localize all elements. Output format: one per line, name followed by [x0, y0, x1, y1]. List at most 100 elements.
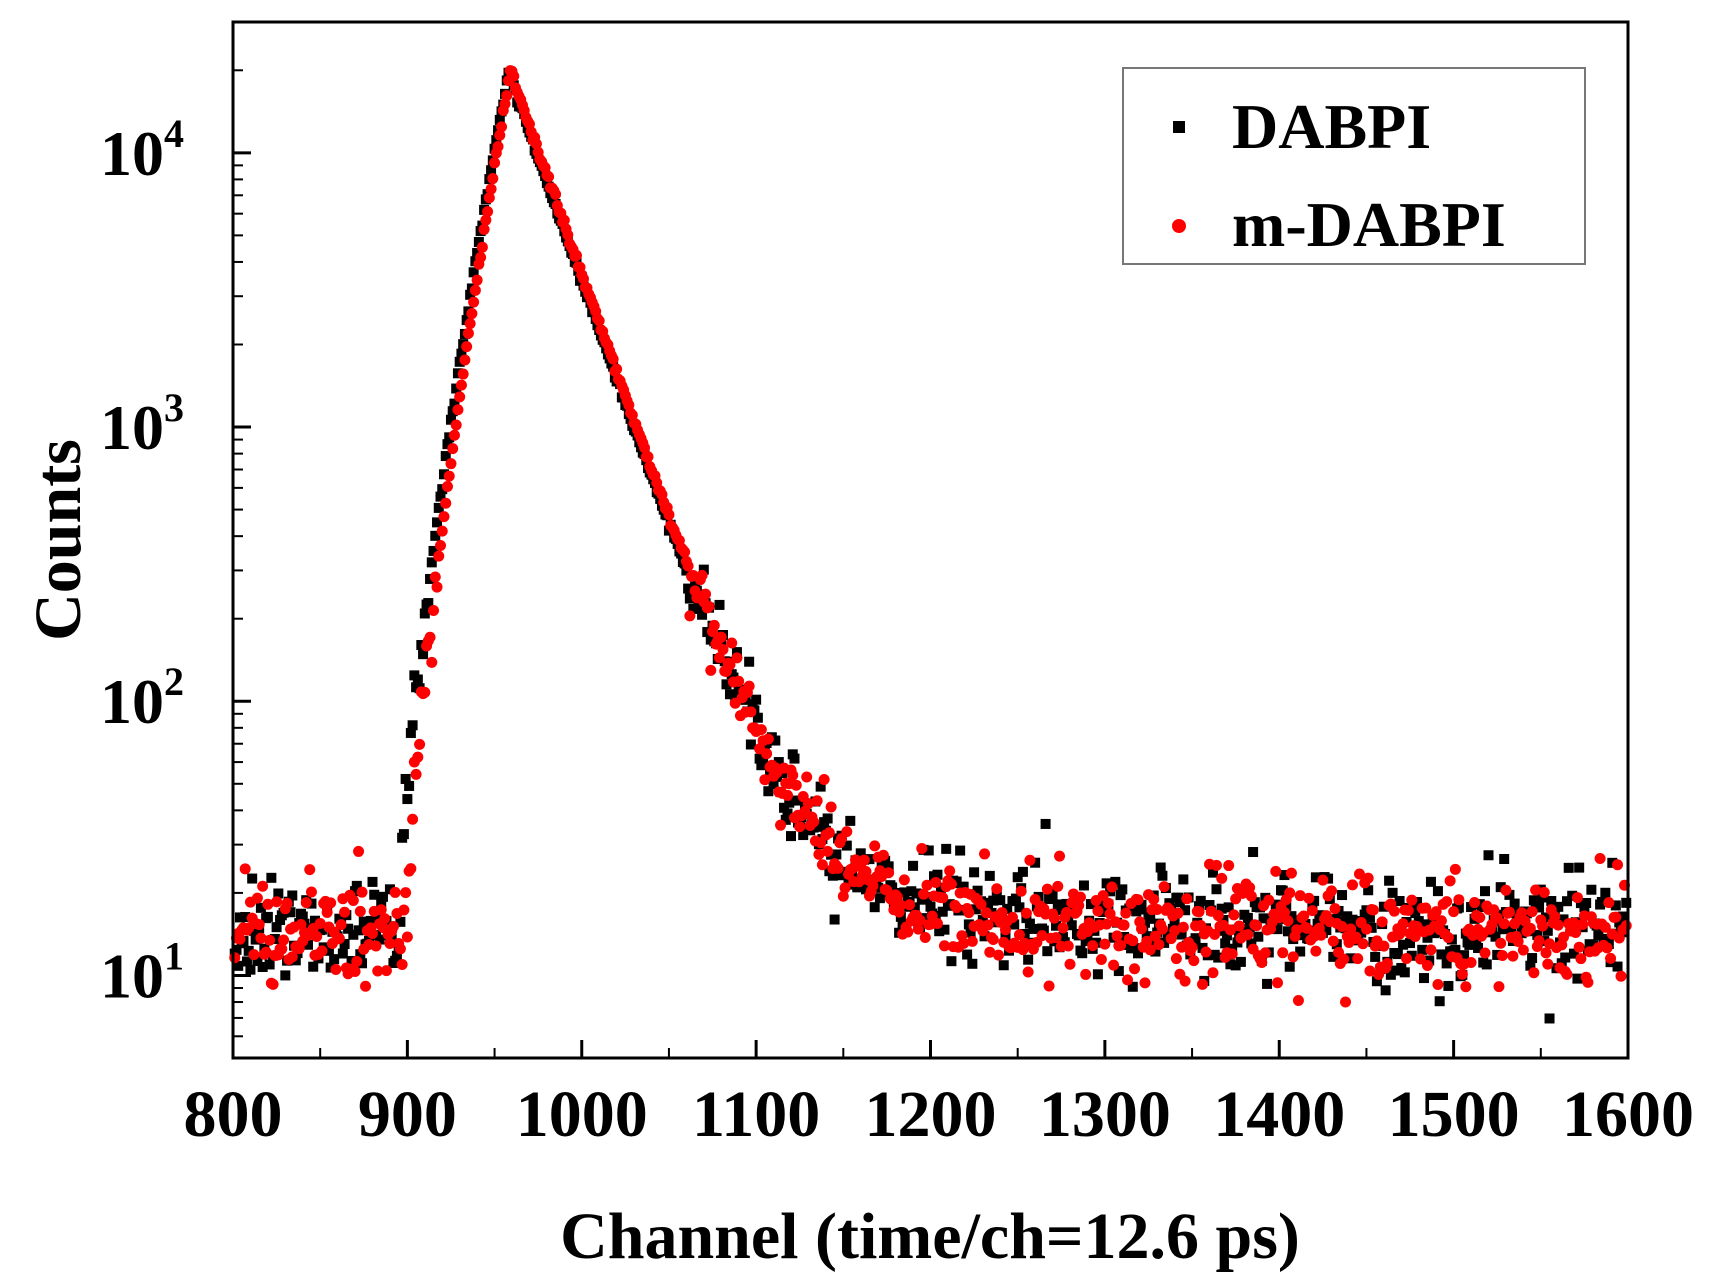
data-point-dabpi — [1248, 847, 1259, 858]
data-point-m-dabpi — [1074, 891, 1086, 903]
data-point-m-dabpi — [869, 840, 881, 852]
data-point-dabpi — [906, 886, 917, 897]
data-point-m-dabpi — [755, 724, 767, 736]
data-point-m-dabpi — [1326, 885, 1338, 897]
data-point-dabpi — [494, 114, 505, 125]
data-point-m-dabpi — [1524, 922, 1536, 934]
data-point-m-dabpi — [979, 848, 991, 860]
data-point-m-dabpi — [1430, 906, 1442, 918]
data-point-dabpi — [1612, 961, 1623, 972]
data-point-dabpi — [812, 821, 823, 832]
data-point-m-dabpi — [841, 826, 853, 838]
data-point-m-dabpi — [1122, 974, 1134, 986]
data-point-dabpi — [1586, 884, 1597, 895]
data-point-dabpi — [1546, 896, 1557, 907]
data-point-dabpi — [1345, 953, 1356, 964]
data-point-m-dabpi — [1496, 949, 1508, 961]
data-point-m-dabpi — [370, 940, 382, 952]
data-point-m-dabpi — [1425, 944, 1437, 956]
data-point-dabpi — [780, 814, 791, 825]
data-point-dabpi — [428, 545, 439, 556]
data-point-dabpi — [1614, 917, 1625, 928]
data-point-dabpi — [1410, 908, 1421, 919]
data-point-m-dabpi — [380, 965, 392, 977]
data-point-m-dabpi — [679, 546, 691, 558]
data-point-dabpi — [1221, 930, 1232, 941]
data-point-dabpi — [773, 757, 784, 768]
data-point-m-dabpi — [775, 819, 787, 831]
data-point-m-dabpi — [339, 906, 351, 918]
data-point-dabpi — [1310, 872, 1321, 883]
data-point-m-dabpi — [898, 874, 910, 886]
data-point-m-dabpi — [543, 171, 555, 183]
data-point-m-dabpi — [1573, 941, 1585, 953]
data-point-dabpi — [442, 439, 453, 450]
data-point-m-dabpi — [717, 644, 729, 656]
data-point-dabpi — [302, 939, 313, 950]
x-tick-label: 1400 — [1213, 1078, 1345, 1151]
data-point-m-dabpi — [1226, 948, 1238, 960]
data-point-dabpi — [384, 884, 395, 895]
data-point-dabpi — [880, 855, 891, 866]
data-point-m-dabpi — [708, 619, 720, 631]
data-point-dabpi — [273, 888, 284, 899]
data-point-m-dabpi — [375, 904, 387, 916]
data-point-dabpi — [963, 919, 974, 930]
data-point-dabpi — [791, 795, 802, 806]
data-point-m-dabpi — [1135, 923, 1147, 935]
data-point-dabpi — [1506, 923, 1517, 934]
data-point-dabpi — [257, 961, 268, 972]
data-point-m-dabpi — [1605, 952, 1617, 964]
data-point-dabpi — [1542, 925, 1553, 936]
data-point-dabpi — [400, 773, 411, 784]
data-point-dabpi — [1058, 932, 1069, 943]
data-point-m-dabpi — [813, 848, 825, 860]
data-point-dabpi — [1466, 902, 1477, 913]
data-point-m-dabpi — [1043, 980, 1055, 992]
data-point-m-dabpi — [440, 497, 452, 509]
data-point-m-dabpi — [255, 932, 267, 944]
data-point-m-dabpi — [558, 214, 570, 226]
data-point-dabpi — [376, 897, 387, 908]
data-point-m-dabpi — [1350, 931, 1362, 943]
data-point-m-dabpi — [304, 864, 316, 876]
data-point-m-dabpi — [501, 90, 513, 102]
data-point-m-dabpi — [1061, 906, 1073, 918]
data-point-dabpi — [1337, 890, 1348, 901]
data-point-m-dabpi — [412, 751, 424, 763]
data-point-dabpi — [697, 609, 708, 620]
data-point-m-dabpi — [1052, 880, 1064, 892]
data-point-dabpi — [1420, 919, 1431, 930]
axis-ticks — [231, 21, 1630, 1059]
data-point-dabpi — [1321, 925, 1332, 936]
data-point-dabpi — [1030, 857, 1041, 868]
data-point-dabpi — [1314, 910, 1325, 921]
data-point-m-dabpi — [450, 419, 462, 431]
data-point-m-dabpi — [1050, 932, 1062, 944]
data-point-m-dabpi — [938, 940, 950, 952]
data-point-dabpi — [1207, 867, 1218, 878]
data-point-m-dabpi — [975, 898, 987, 910]
data-point-m-dabpi — [1291, 924, 1303, 936]
x-tick-label: 1300 — [1039, 1078, 1171, 1151]
data-point-dabpi — [1600, 887, 1611, 898]
data-point-dabpi — [1309, 895, 1320, 906]
data-point-m-dabpi — [642, 451, 654, 463]
data-point-m-dabpi — [1054, 850, 1066, 862]
legend-box — [1122, 67, 1586, 265]
data-point-dabpi — [1009, 919, 1020, 930]
data-points — [229, 65, 1632, 1024]
data-point-m-dabpi — [1360, 923, 1372, 935]
data-point-m-dabpi — [816, 859, 828, 871]
data-point-m-dabpi — [1310, 945, 1322, 957]
data-point-dabpi — [1235, 956, 1246, 967]
data-point-m-dabpi — [825, 801, 837, 813]
data-point-m-dabpi — [726, 637, 738, 649]
data-point-dabpi — [445, 414, 456, 425]
data-point-dabpi — [969, 867, 980, 878]
data-point-m-dabpi — [1456, 968, 1468, 980]
data-point-dabpi — [827, 870, 838, 881]
data-point-m-dabpi — [457, 368, 469, 380]
data-point-m-dabpi — [1500, 884, 1512, 896]
data-point-dabpi — [1295, 946, 1306, 957]
